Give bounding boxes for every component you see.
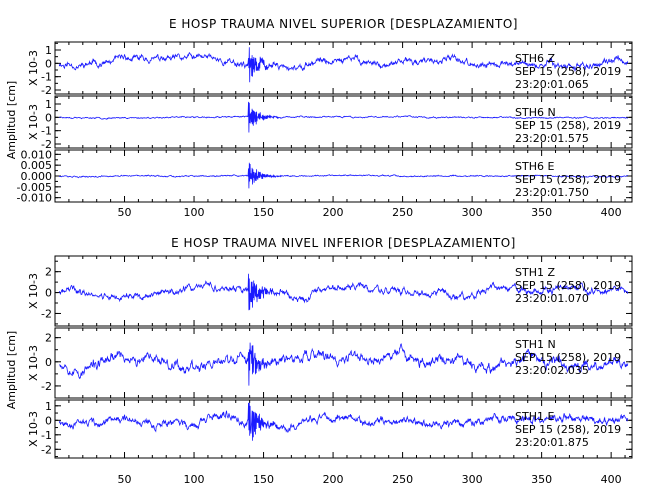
- x-tick-label: 350: [531, 206, 552, 219]
- waveform-trace: [58, 273, 629, 311]
- y-exponent-label: X 10-3: [27, 273, 40, 309]
- y-tick-label: 2: [45, 266, 52, 279]
- y-tick-label: 2: [45, 332, 52, 345]
- y-tick-label: -2: [41, 380, 52, 393]
- annotation-line: SEP 15 (258), 2019: [515, 279, 621, 292]
- annotation-line: 23:20:02.035: [515, 364, 589, 377]
- x-tick-label: 150: [253, 473, 274, 486]
- x-tick-label: 400: [601, 206, 622, 219]
- x-tick-label: 50: [118, 473, 132, 486]
- y-tick-label: 0: [45, 57, 52, 70]
- y-tick-label: 0.005: [21, 159, 53, 172]
- x-tick-label: 250: [392, 206, 413, 219]
- y-axis-label: Amplitud [cm]: [5, 81, 18, 159]
- annotation-line: STH1 E: [515, 410, 554, 423]
- y-tick-label: 0: [45, 414, 52, 427]
- annotation-line: SEP 15 (258), 2019: [515, 351, 621, 364]
- waveform-trace: [58, 162, 628, 189]
- panel-frame: [54, 327, 633, 399]
- waveform-trace: [59, 101, 628, 133]
- x-tick-label: 100: [184, 206, 205, 219]
- y-tick-label: 1: [45, 98, 52, 111]
- y-tick-label: -0.010: [17, 192, 52, 205]
- x-tick-label: 350: [531, 473, 552, 486]
- x-tick-label: 300: [462, 206, 483, 219]
- panel-frame: [54, 255, 633, 327]
- y-tick-label: -2: [41, 443, 52, 456]
- chart-2: E HOSP TRAUMA NIVEL INFERIOR [DESPLAZAMI…: [5, 236, 633, 486]
- annotation-line: STH6 E: [515, 160, 554, 173]
- y-exponent-label: X 10-3: [27, 345, 40, 381]
- annotation-line: SEP 15 (258), 2019: [515, 173, 621, 186]
- y-tick-label: -1: [41, 429, 52, 442]
- y-tick-label: -2: [41, 84, 52, 97]
- annotation-line: STH1 N: [515, 338, 556, 351]
- annotation-line: SEP 15 (258), 2019: [515, 119, 621, 132]
- chart-1: E HOSP TRAUMA NIVEL SUPERIOR [DESPLAZAMI…: [5, 17, 633, 219]
- y-exponent-label: X 10-3: [27, 50, 40, 86]
- y-tick-label: -1: [41, 71, 52, 84]
- annotation-line: 23:20:01.750: [515, 186, 589, 199]
- y-tick-label: -2: [41, 307, 52, 320]
- y-tick-label: 0.000: [21, 170, 53, 183]
- y-tick-label: 0: [45, 356, 52, 369]
- y-tick-label: 0: [45, 287, 52, 300]
- chart-title: E HOSP TRAUMA NIVEL SUPERIOR [DESPLAZAMI…: [169, 17, 518, 31]
- y-tick-label: 1: [45, 400, 52, 413]
- annotation-line: 23:20:01.065: [515, 78, 589, 91]
- annotation-line: 23:20:01.875: [515, 436, 589, 449]
- x-tick-label: 200: [323, 473, 344, 486]
- panel-frame: [54, 399, 633, 459]
- annotation-line: SEP 15 (258), 2019: [515, 423, 621, 436]
- annotation-line: 23:20:01.575: [515, 132, 589, 145]
- x-tick-label: 200: [323, 206, 344, 219]
- annotation-line: STH6 N: [515, 106, 556, 119]
- annotation-line: STH6 Z: [515, 52, 555, 65]
- y-tick-label: 1: [45, 44, 52, 57]
- y-tick-label: 0.010: [21, 148, 53, 161]
- y-tick-label: -2: [41, 138, 52, 151]
- chart-title: E HOSP TRAUMA NIVEL INFERIOR [DESPLAZAMI…: [171, 236, 516, 250]
- waveform-trace: [59, 342, 629, 386]
- x-tick-label: 150: [253, 206, 274, 219]
- y-tick-label: 0: [45, 111, 52, 124]
- annotation-line: SEP 15 (258), 2019: [515, 65, 621, 78]
- x-tick-label: 100: [184, 473, 205, 486]
- waveform-trace: [58, 402, 629, 441]
- x-tick-label: 400: [601, 473, 622, 486]
- y-exponent-label: X 10-3: [27, 411, 40, 447]
- x-tick-label: 300: [462, 473, 483, 486]
- panel-frame: [54, 95, 633, 149]
- x-tick-label: 50: [118, 206, 132, 219]
- x-tick-label: 250: [392, 473, 413, 486]
- y-tick-label: -0.005: [17, 181, 52, 194]
- panel-frame: [54, 41, 633, 95]
- annotation-line: STH1 Z: [515, 266, 555, 279]
- y-exponent-label: X 10-3: [27, 104, 40, 140]
- annotation-line: 23:20:01.070: [515, 292, 589, 305]
- y-axis-label: Amplitud [cm]: [5, 331, 18, 409]
- y-tick-label: -1: [41, 125, 52, 138]
- waveform-trace: [58, 47, 629, 83]
